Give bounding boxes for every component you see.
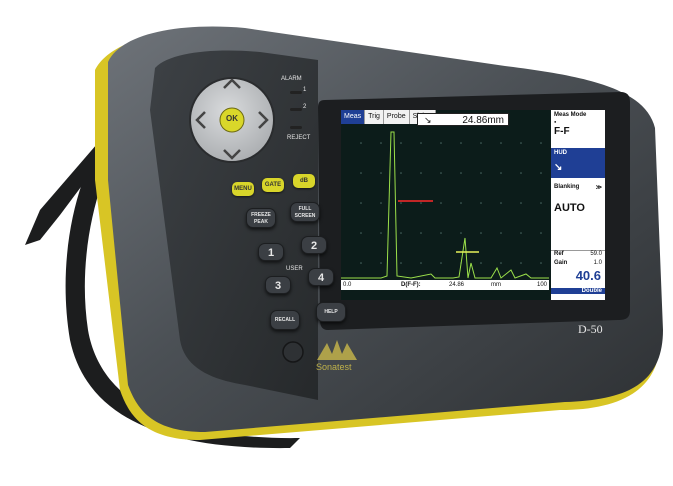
blanking-value[interactable]: AUTO — [554, 202, 585, 214]
user-2-button[interactable]: 2 — [301, 236, 327, 254]
arrow-down-right-icon: ↘ — [424, 115, 432, 125]
gain-label: Gain — [554, 260, 568, 266]
user-3-button[interactable]: 3 — [265, 276, 291, 294]
screen-label: SCREEN — [294, 213, 316, 219]
freeze-label: FREEZE — [251, 212, 271, 218]
display-screen: Meas Trig Probe Sizing ↘ 24.86mm 0.0 D(F… — [341, 110, 605, 300]
dotted-grid — [360, 142, 542, 264]
right-arrow-icon — [258, 111, 269, 129]
gain-row: Gain 1.0 — [551, 260, 605, 266]
gain-value[interactable]: 40.6 — [575, 268, 601, 283]
down-arrow-icon — [223, 149, 241, 160]
hud-label[interactable]: HUD — [551, 148, 605, 158]
tab-trig[interactable]: Trig — [365, 110, 384, 124]
sonatest-logo-icon — [317, 340, 357, 360]
a-scan-svg — [341, 131, 549, 279]
freeze-peak-button[interactable]: FREEZE PEAK — [246, 208, 276, 228]
ref-row: Ref 59.0 — [551, 250, 605, 257]
measurement-value: 24.86mm — [462, 115, 504, 126]
measurement-readout: ↘ 24.86mm — [417, 113, 509, 126]
ref-label: Ref — [554, 251, 564, 257]
alarm-label: ALARM — [281, 76, 302, 82]
brand-label: Sonatest — [316, 362, 352, 372]
peak-label: PEAK — [254, 219, 268, 225]
power-button — [282, 341, 304, 363]
full-label: FULL — [298, 206, 312, 212]
full-screen-button[interactable]: FULL SCREEN — [290, 202, 320, 222]
double-label[interactable]: Double — [551, 288, 605, 294]
reject-label: REJECT — [287, 135, 311, 141]
user-label: USER — [286, 266, 303, 272]
tab-probe[interactable]: Probe — [383, 110, 410, 124]
tab-meas[interactable]: Meas — [341, 110, 366, 124]
meas-mode-value[interactable]: F-F — [554, 126, 570, 137]
gate-button[interactable]: GATE — [262, 178, 284, 192]
a-scan-trace — [341, 131, 549, 279]
ok-button-disc — [219, 107, 245, 133]
ok-button[interactable]: OK — [226, 114, 238, 123]
meas-mode-dot-icon: ● — [554, 119, 557, 124]
measurement-label: D(F-F): — [401, 282, 421, 288]
measurement-bottom-value: 24.86 — [449, 282, 465, 288]
up-arrow-icon — [223, 78, 241, 89]
blanking-label[interactable]: Blanking ≫ — [551, 184, 605, 191]
measurement-unit: mm — [491, 282, 501, 288]
alarm-1-label: 1 — [303, 87, 307, 93]
meas-mode-label: Meas Mode — [554, 112, 587, 118]
range-start: 0.0 — [343, 282, 352, 288]
alarm-2-label: 2 — [303, 104, 307, 110]
help-button[interactable]: HELP — [316, 302, 346, 322]
model-label: D-50 — [578, 322, 603, 336]
ref-value: 59.0 — [590, 251, 602, 257]
user-4-button[interactable]: 4 — [308, 268, 334, 286]
user-1-button[interactable]: 1 — [258, 243, 284, 261]
double-chevron-right-icon: ≫ — [595, 185, 602, 191]
blanking-text: Blanking — [554, 184, 580, 190]
db-button[interactable]: dB — [293, 174, 315, 188]
left-arrow-icon — [195, 111, 206, 129]
gain-step: 1.0 — [593, 260, 602, 266]
side-menu: Meas Mode ● F-F HUD ↘ Blanking ≫ AUTO Re… — [551, 110, 605, 300]
a-scan-plot: 0.0 D(F-F): 24.86 mm 100 — [341, 128, 549, 290]
range-end: 100 — [536, 282, 547, 288]
recall-button[interactable]: RECALL — [270, 310, 300, 330]
measurement-bar: 0.0 D(F-F): 24.86 mm 100 — [341, 280, 549, 290]
menu-button[interactable]: MENU — [232, 182, 254, 196]
hud-value[interactable]: ↘ — [551, 158, 605, 178]
